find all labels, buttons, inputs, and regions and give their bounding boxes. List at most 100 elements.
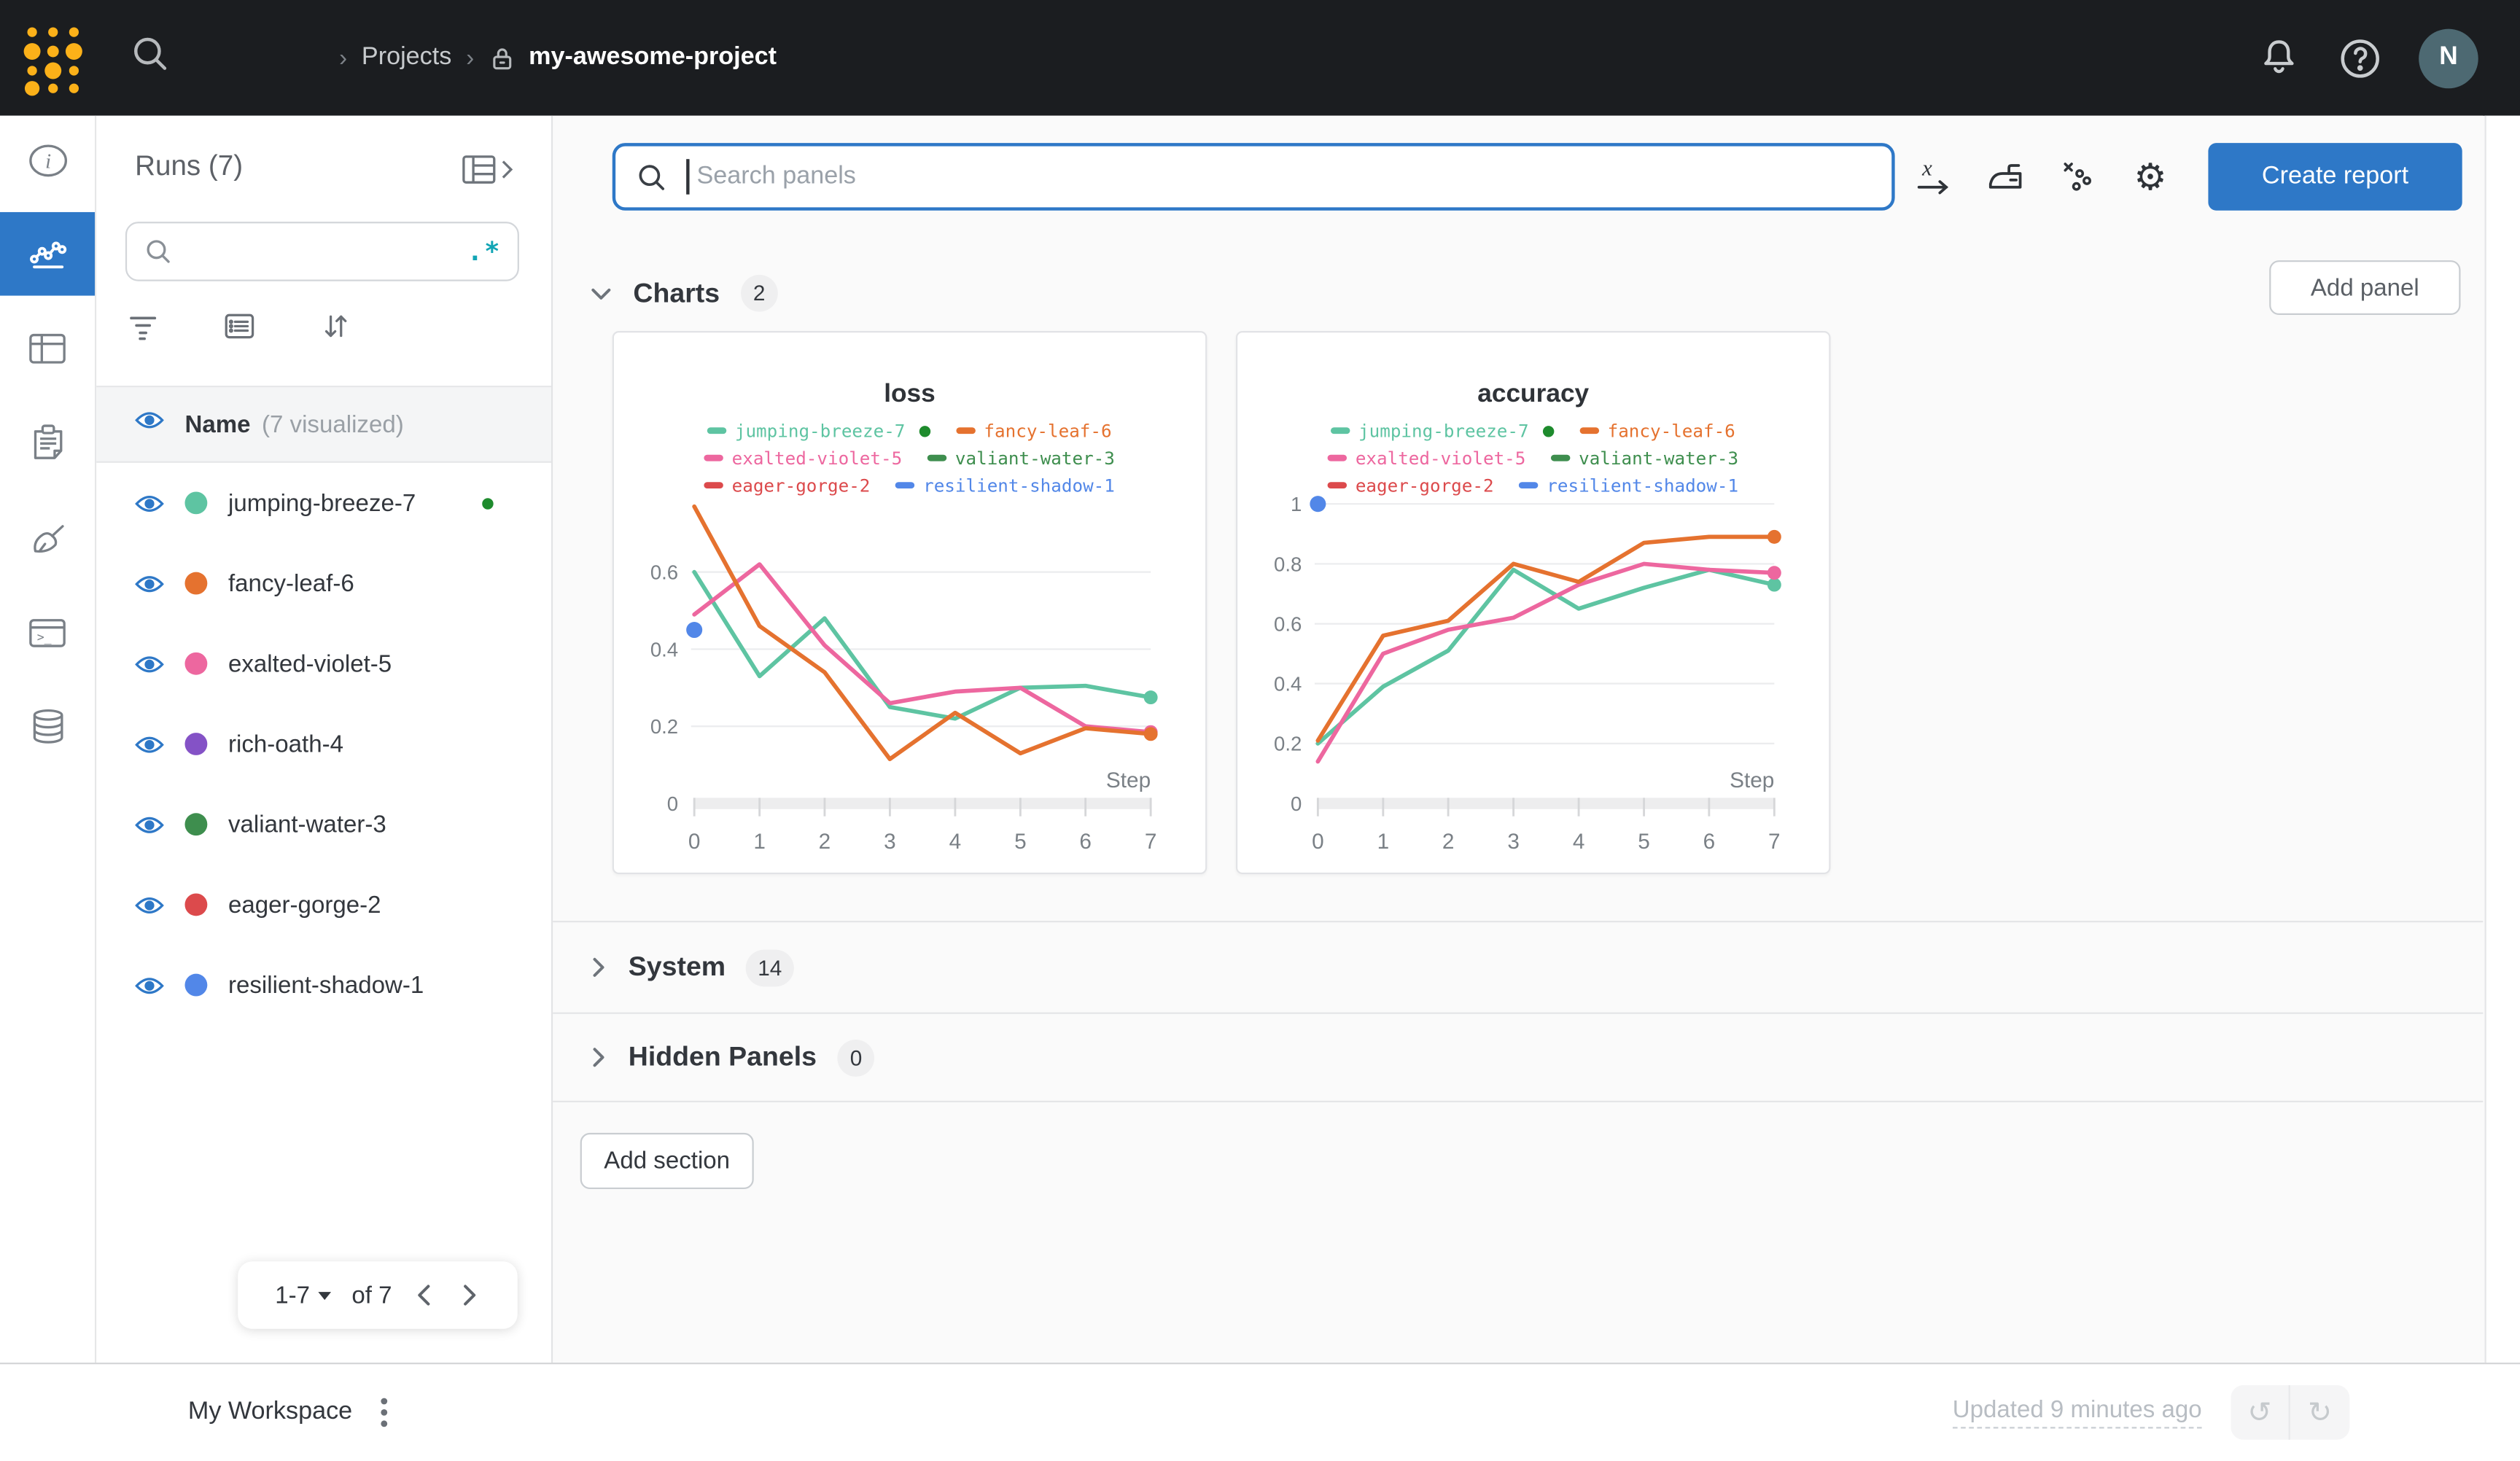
system-section-header[interactable]: System 14	[553, 920, 2484, 1013]
redo-button[interactable]: ↻	[2290, 1384, 2350, 1440]
visibility-eye-icon[interactable]	[135, 410, 164, 439]
group-button[interactable]	[222, 308, 257, 343]
x-axis-settings-button[interactable]: x	[1905, 148, 1962, 206]
visibility-eye-icon[interactable]	[135, 410, 164, 431]
svg-text:2: 2	[1442, 830, 1455, 854]
legend-item[interactable]: resilient-shadow-1	[895, 475, 1115, 496]
legend-item[interactable]: fancy-leaf-6	[1580, 420, 1735, 441]
prev-page-icon[interactable]	[413, 1282, 434, 1308]
svg-text:0.8: 0.8	[1274, 553, 1302, 575]
user-avatar[interactable]: N	[2419, 28, 2478, 88]
hidden-panels-section-header[interactable]: Hidden Panels 0	[553, 1012, 2484, 1103]
notifications-bell-icon[interactable]	[2257, 35, 2302, 80]
breadcrumb-projects-link[interactable]: Projects	[361, 43, 452, 71]
legend-item[interactable]: exalted-violet-5	[704, 448, 902, 468]
visibility-eye-icon[interactable]	[135, 895, 164, 916]
panels-search-input[interactable]	[696, 162, 1872, 192]
legend-item[interactable]: valiant-water-3	[1551, 448, 1738, 468]
regex-toggle[interactable]: .*	[467, 236, 502, 267]
run-name: jumping-breeze-7	[228, 489, 416, 517]
loss-chart-panel[interactable]: loss jumping-breeze-7 fancy-leaf-6 exalted…	[612, 331, 1208, 875]
top-navbar: › Projects › my-awesome-project N	[0, 0, 2520, 116]
add-section-button[interactable]: Add section	[580, 1132, 754, 1190]
legend-item[interactable]: eager-gorge-2	[704, 475, 870, 496]
visibility-eye-icon[interactable]	[135, 814, 164, 835]
filter-icon	[130, 316, 157, 340]
charts-section-header[interactable]: Charts 2	[590, 274, 778, 312]
wandb-logo[interactable]	[16, 19, 90, 96]
global-search-icon[interactable]	[128, 32, 172, 84]
filter-button[interactable]	[125, 308, 160, 343]
rail-item-artifacts[interactable]	[0, 685, 95, 768]
run-row[interactable]: exalted-violet-5	[96, 623, 551, 704]
outliers-button[interactable]	[2049, 148, 2107, 206]
rail-item-logs[interactable]	[0, 400, 95, 484]
breadcrumb-sep-icon: ›	[466, 44, 475, 72]
visibility-eye-icon[interactable]	[135, 733, 164, 755]
legend-item[interactable]: resilient-shadow-1	[1519, 475, 1738, 496]
run-row[interactable]: eager-gorge-2	[96, 865, 551, 945]
legend-label: eager-gorge-2	[1355, 475, 1494, 496]
loss-chart-plot: 0 0.2 0.4 0.6 0 1 2 3 4 5 6 7 Step	[650, 504, 1158, 854]
legend-label: resilient-shadow-1	[923, 475, 1115, 496]
run-row[interactable]: fancy-leaf-6	[96, 543, 551, 623]
accuracy-chart-panel[interactable]: accuracy jumping-breeze-7 fancy-leaf-6 exa…	[1235, 331, 1831, 875]
create-report-button[interactable]: Create report	[2208, 143, 2462, 211]
legend-item[interactable]: exalted-violet-5	[1328, 448, 1525, 468]
runs-table-expand-button[interactable]	[462, 152, 516, 187]
rail-item-overview[interactable]: i	[0, 119, 95, 203]
svg-text:4: 4	[949, 830, 962, 854]
settings-button[interactable]: ⚙	[2121, 148, 2179, 206]
run-row[interactable]: rich-oath-4	[96, 704, 551, 784]
next-page-icon[interactable]	[459, 1282, 481, 1308]
undo-button[interactable]: ↺	[2231, 1384, 2290, 1440]
legend-item[interactable]: jumping-breeze-7	[707, 420, 931, 441]
runs-pagination: 1-7 of 7	[238, 1261, 518, 1329]
help-icon[interactable]	[2337, 34, 2384, 81]
run-name: eager-gorge-2	[228, 891, 381, 919]
svg-text:0.6: 0.6	[1274, 613, 1302, 636]
run-row[interactable]: valiant-water-3	[96, 784, 551, 865]
run-name: valiant-water-3	[228, 810, 386, 838]
undo-redo-group: ↺ ↻	[2231, 1384, 2350, 1440]
workspace-menu-button[interactable]	[381, 1398, 388, 1427]
legend-dash	[1580, 428, 1600, 434]
legend-dash	[1331, 428, 1351, 434]
legend-item[interactable]: jumping-breeze-7	[1331, 420, 1555, 441]
runs-search-input[interactable]	[174, 238, 467, 265]
line-chart-icon	[28, 241, 66, 269]
run-row[interactable]: resilient-shadow-1	[96, 945, 551, 1025]
rail-item-runs-table[interactable]	[0, 307, 95, 391]
sort-button[interactable]	[318, 308, 353, 343]
breadcrumb: › Projects › my-awesome-project	[339, 42, 777, 73]
visibility-eye-icon[interactable]	[135, 653, 164, 674]
legend-item[interactable]: fancy-leaf-6	[956, 420, 1112, 442]
rail-item-sweeps[interactable]	[0, 499, 95, 583]
smoothing-button[interactable]	[1977, 148, 2034, 206]
scrollbar-gutter[interactable]	[2484, 115, 2520, 1363]
broom-icon	[33, 525, 63, 553]
legend-dash	[704, 455, 724, 461]
run-row[interactable]: jumping-breeze-7	[96, 463, 551, 543]
page-total-label: of 7	[351, 1281, 392, 1309]
x-axis-icon: x	[1917, 156, 1949, 195]
visibility-eye-icon[interactable]	[135, 975, 164, 996]
svg-text:7: 7	[1145, 830, 1157, 854]
runs-list-header[interactable]: Name (7 visualized)	[96, 385, 552, 463]
run-color-dot	[184, 491, 208, 515]
run-color-dot	[184, 813, 208, 836]
add-panel-button[interactable]: Add panel	[2269, 260, 2461, 316]
visibility-eye-icon[interactable]	[135, 493, 164, 514]
legend-label: fancy-leaf-6	[984, 420, 1112, 442]
workspace-name-label: My Workspace	[187, 1398, 353, 1426]
legend-dash	[704, 483, 724, 488]
legend-dash	[1328, 455, 1348, 461]
svg-text:i: i	[44, 149, 50, 173]
page-range-dropdown[interactable]: 1-7	[275, 1282, 331, 1309]
rail-item-terminal[interactable]: >_	[0, 591, 95, 675]
breadcrumb-project[interactable]: my-awesome-project	[489, 42, 777, 73]
legend-item[interactable]: eager-gorge-2	[1328, 475, 1494, 496]
visibility-eye-icon[interactable]	[135, 573, 164, 594]
rail-item-workspace[interactable]	[0, 211, 96, 296]
legend-item[interactable]: valiant-water-3	[928, 448, 1115, 468]
